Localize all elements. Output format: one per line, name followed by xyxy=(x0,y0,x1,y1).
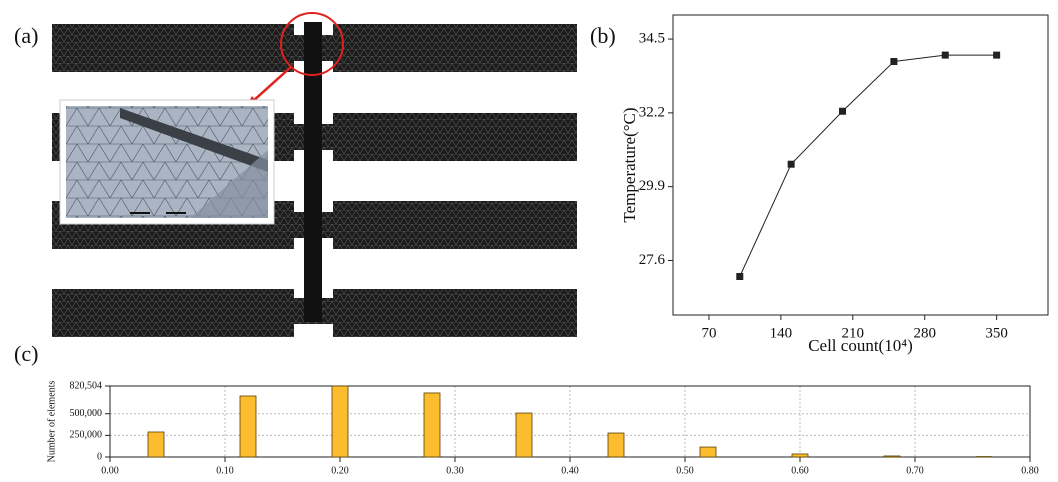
x-tick-label: 0.60 xyxy=(791,465,809,476)
mesh-pipe xyxy=(52,289,294,337)
marker xyxy=(942,52,949,59)
x-tick-label: 0.80 xyxy=(1021,465,1039,476)
x-tick-label: 0.40 xyxy=(561,465,579,476)
panel-label: (b) xyxy=(590,23,616,48)
bar xyxy=(240,396,256,457)
y-tick-label: 500,000 xyxy=(70,408,103,419)
bar xyxy=(148,432,164,457)
x-tick-label: 0.20 xyxy=(331,465,349,476)
mesh-pipe xyxy=(333,113,577,161)
y-tick-label: 250,000 xyxy=(70,430,103,441)
mesh-pipe xyxy=(52,24,294,72)
marker xyxy=(890,58,897,65)
panel-label: (c) xyxy=(14,341,38,366)
plot-frame xyxy=(673,15,1048,315)
x-tick-label: 140 xyxy=(770,325,793,341)
y-tick-label: 29.9 xyxy=(639,178,665,194)
x-tick-label: 0.50 xyxy=(676,465,694,476)
y-tick-label: 820,504 xyxy=(70,380,103,391)
x-tick-label: 350 xyxy=(985,325,1008,341)
x-tick-label: 280 xyxy=(913,325,936,341)
bar xyxy=(332,386,348,457)
bar xyxy=(700,447,716,457)
marker xyxy=(993,52,1000,59)
bar xyxy=(424,393,440,457)
page: {"panel_labels": ["(a)", "(b)", "(c)"], … xyxy=(0,0,1058,482)
mesh-channel xyxy=(304,22,322,322)
mesh-pipe xyxy=(333,289,577,337)
marker xyxy=(839,108,846,115)
x-tick-label: 70 xyxy=(701,325,716,341)
line xyxy=(740,55,997,276)
y-tick-label: 34.5 xyxy=(639,31,665,47)
y-tick-label: 32.2 xyxy=(639,104,665,120)
y-tick-label: 27.6 xyxy=(639,252,666,268)
marker xyxy=(736,273,743,280)
bar xyxy=(608,433,624,457)
y-axis-label: Number of elements xyxy=(46,381,57,463)
figure: (a) (b) (c) 27.629.932.234.5701402102803… xyxy=(0,0,1058,477)
panel-label: (a) xyxy=(14,23,38,48)
y-axis-label: Temperature(°C) xyxy=(620,107,639,222)
mesh-pipe xyxy=(333,201,577,249)
x-axis-label: Cell count(10⁴) xyxy=(808,336,913,355)
mesh-pipe xyxy=(333,24,577,72)
marker xyxy=(788,161,795,168)
mesh-panel xyxy=(52,13,577,337)
bar xyxy=(884,456,900,457)
bar xyxy=(516,413,532,457)
x-tick-label: 0.10 xyxy=(216,465,234,476)
x-tick-label: 0.00 xyxy=(101,465,119,476)
bar xyxy=(792,454,808,457)
y-tick-label: 0 xyxy=(97,451,102,462)
x-tick-label: 0.30 xyxy=(446,465,464,476)
x-tick-label: 0.70 xyxy=(906,465,924,476)
